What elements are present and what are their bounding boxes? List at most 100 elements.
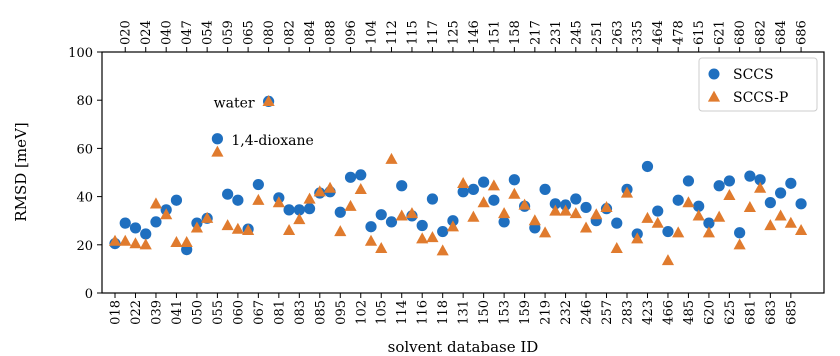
sccs-p-point <box>160 208 173 220</box>
top-tick-label: 117 <box>426 20 441 45</box>
top-tick-label: 684 <box>774 20 789 45</box>
sccs-point <box>549 198 561 210</box>
top-tick-label: 024 <box>139 20 154 45</box>
sccs-point <box>252 178 264 191</box>
top-tick-label: 231 <box>549 20 564 45</box>
sccs-p-point <box>518 198 531 210</box>
bottom-tick-label: 039 <box>149 300 164 325</box>
top-tick-label: 217 <box>528 20 543 45</box>
top-tick-label: 047 <box>180 20 195 45</box>
annotation-label: water <box>214 96 255 112</box>
bottom-tick-label: 232 <box>559 300 574 325</box>
sccs-p-point <box>313 185 326 197</box>
sccs-p-point <box>221 219 234 231</box>
top-tick-label: 040 <box>160 20 175 45</box>
legend-label-sccs-p: SCCS-P <box>733 90 788 106</box>
bottom-tick-label: 219 <box>539 300 554 325</box>
sccs-p-point <box>579 221 593 233</box>
sccs-p-point <box>661 254 675 266</box>
sccs-point <box>723 175 736 187</box>
sccs-point <box>611 217 623 229</box>
sccs-point <box>375 209 387 221</box>
bottom-tick-label: 246 <box>580 300 595 325</box>
sccs-p-point <box>262 95 275 107</box>
top-tick-label: 084 <box>303 20 318 45</box>
y-tick-label: 80 <box>76 94 93 109</box>
sccs-point <box>693 200 705 212</box>
sccs-point <box>682 175 695 187</box>
bottom-tick-label: 022 <box>129 300 144 325</box>
sccs-p-point <box>252 193 265 205</box>
sccs-p-point <box>344 199 357 211</box>
legend-box <box>698 57 818 112</box>
sccs-p-point <box>795 223 808 235</box>
sccs-point <box>713 180 725 192</box>
sccs-p-point <box>108 234 122 246</box>
top-tick-label: 621 <box>713 20 728 45</box>
sccs-point <box>334 206 346 218</box>
top-tick-label: 112 <box>385 20 400 45</box>
sccs-point <box>498 216 510 228</box>
bottom-tick-label: 423 <box>641 300 656 325</box>
sccs-point <box>775 187 787 199</box>
bottom-tick-label: 625 <box>723 300 738 325</box>
bottom-tick-label: 620 <box>702 300 717 325</box>
sccs-p-point <box>375 242 388 254</box>
sccs-point <box>734 227 746 239</box>
top-tick-label: 478 <box>672 20 687 45</box>
sccs-point <box>365 221 377 233</box>
sccs-p-point <box>754 181 767 193</box>
sccs-point <box>672 194 684 206</box>
bottom-x-axis: 018 022 039 041 050 055 060 067 081 083 085 095 102 1… <box>109 293 799 325</box>
sccs-p-point <box>672 226 685 238</box>
bottom-tick-label: 018 <box>109 300 124 325</box>
bottom-tick-label: 067 <box>252 300 267 325</box>
sccs-p-point <box>457 176 470 188</box>
sccs-p-point <box>201 211 214 223</box>
sccs-p-point <box>528 214 541 226</box>
sccs-point <box>570 193 582 205</box>
bottom-tick-label: 050 <box>190 300 205 325</box>
sccs-point <box>385 216 398 228</box>
top-tick-label: 464 <box>651 20 666 45</box>
sccs-p-point <box>405 207 419 219</box>
sccs-p-point <box>549 204 562 216</box>
sccs-p-point <box>559 204 572 216</box>
annotations: water 1,4-dioxane <box>214 96 314 149</box>
sccs-p-point <box>395 209 408 221</box>
top-tick-label: 080 <box>262 20 277 45</box>
y-tick-label: 100 <box>68 46 93 61</box>
y-tick-label: 0 <box>85 287 93 302</box>
sccs-point <box>344 171 357 183</box>
top-tick-label: 686 <box>795 20 810 45</box>
sccs-p-point <box>651 216 664 228</box>
legend-label-sccs: SCCS <box>733 67 774 83</box>
sccs-p-point <box>569 207 582 219</box>
legend-marker-sccs <box>708 68 720 80</box>
bottom-tick-label: 055 <box>211 300 226 325</box>
top-tick-label: 020 <box>119 20 134 45</box>
sccs-point <box>416 219 428 232</box>
sccs-p-point <box>272 196 285 208</box>
sccs-p-point <box>385 152 398 164</box>
sccs-p-point <box>487 179 500 191</box>
sccs-point <box>478 176 490 188</box>
sccs-p-point <box>590 208 603 220</box>
bottom-tick-label: 683 <box>764 300 779 325</box>
sccs-p-point <box>631 232 644 244</box>
sccs-p-point <box>211 145 224 157</box>
sccs-point <box>283 204 295 216</box>
bottom-tick-label: 095 <box>334 300 349 325</box>
sccs-p-point <box>713 210 726 222</box>
sccs-point <box>355 169 367 181</box>
sccs-p-point <box>682 196 695 208</box>
sccs-p-point <box>323 181 337 193</box>
sccs-p-point <box>119 234 132 246</box>
y-tick-label: 60 <box>76 142 93 157</box>
sccs-p-point <box>139 238 152 250</box>
sccs-p-point <box>600 201 613 213</box>
sccs-p-point <box>293 213 306 225</box>
top-tick-label: 158 <box>508 20 523 45</box>
sccs-point <box>652 205 664 217</box>
